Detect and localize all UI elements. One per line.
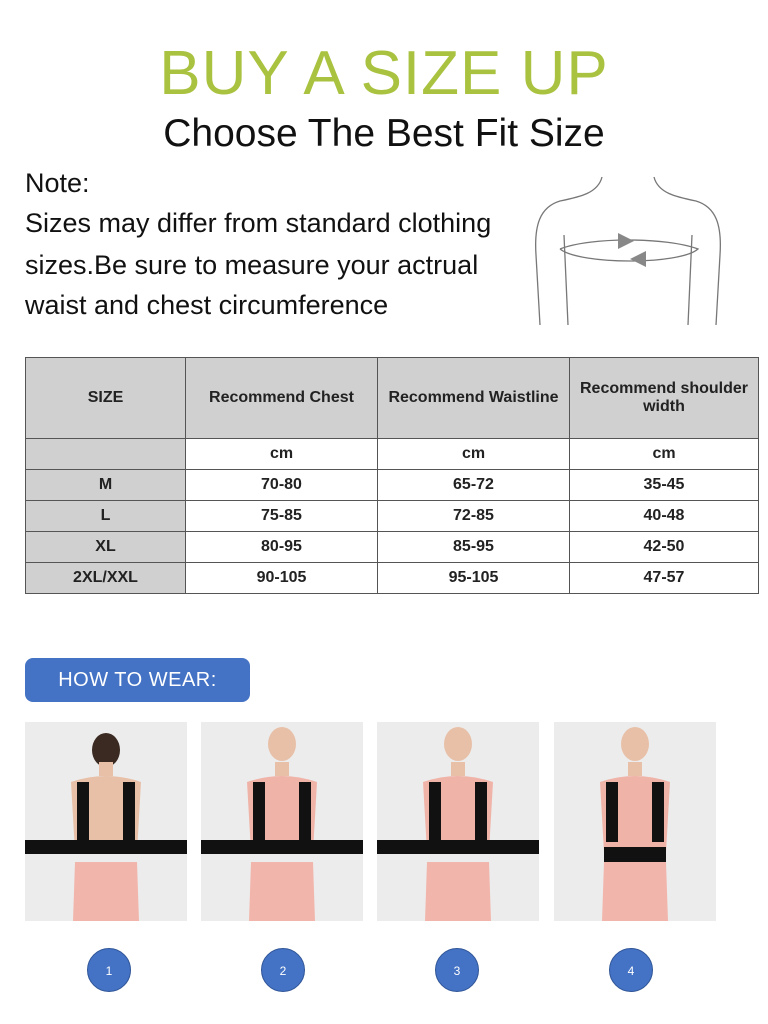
- waist-cell: 85-95: [377, 531, 570, 563]
- chest-cell: 80-95: [185, 531, 378, 563]
- shoulder-cell: 40-48: [569, 500, 759, 532]
- chest-cell: 70-80: [185, 469, 378, 501]
- step-photo-1: [25, 722, 187, 921]
- header-chest: Recommend Chest: [185, 357, 378, 439]
- model-figure-icon: [600, 727, 670, 921]
- table-header-row: SIZE Recommend Chest Recommend Waistline…: [25, 357, 759, 439]
- page-subtitle: Choose The Best Fit Size: [163, 112, 605, 155]
- size-cell: M: [25, 469, 186, 501]
- note-line: sizes.Be sure to measure your actrual: [25, 250, 479, 280]
- note-line: Sizes may differ from standard clothing: [25, 208, 492, 238]
- shoulder-cell: 42-50: [569, 531, 759, 563]
- step-number-1: 1: [87, 948, 131, 992]
- step-photo-4: [554, 722, 716, 921]
- size-cell: 2XL/XXL: [25, 562, 186, 594]
- table-row: XL 80-95 85-95 42-50: [25, 531, 759, 563]
- size-table: SIZE Recommend Chest Recommend Waistline…: [25, 357, 759, 594]
- note-label: Note:: [25, 168, 90, 198]
- unit-cell: cm: [569, 438, 759, 470]
- step-number-4: 4: [609, 948, 653, 992]
- chest-measure-illustration: [534, 176, 722, 326]
- waist-cell: 72-85: [377, 500, 570, 532]
- step-number-2: 2: [261, 948, 305, 992]
- chest-cell: 90-105: [185, 562, 378, 594]
- unit-cell: [25, 438, 186, 470]
- waist-cell: 65-72: [377, 469, 570, 501]
- note-line: waist and chest circumference: [25, 290, 389, 320]
- chest-cell: 75-85: [185, 500, 378, 532]
- unit-cell: cm: [185, 438, 378, 470]
- size-cell: XL: [25, 531, 186, 563]
- shoulder-cell: 47-57: [569, 562, 759, 594]
- page-title: BUY A SIZE UP: [159, 39, 609, 108]
- header-size: SIZE: [25, 357, 186, 439]
- size-cell: L: [25, 500, 186, 532]
- shoulder-cell: 35-45: [569, 469, 759, 501]
- step-photo-2: [201, 722, 363, 921]
- table-row: 2XL/XXL 90-105 95-105 47-57: [25, 562, 759, 594]
- unit-cell: cm: [377, 438, 570, 470]
- step-photo-3: [377, 722, 539, 921]
- model-figure-icon: [377, 727, 539, 921]
- table-row: L 75-85 72-85 40-48: [25, 500, 759, 532]
- header-waistline: Recommend Waistline: [377, 357, 570, 439]
- units-row: cm cm cm: [25, 438, 759, 470]
- waist-cell: 95-105: [377, 562, 570, 594]
- header-shoulder: Recommend shoulder width: [569, 357, 759, 439]
- model-figure-icon: [201, 727, 363, 921]
- step-number-3: 3: [435, 948, 479, 992]
- table-row: M 70-80 65-72 35-45: [25, 469, 759, 501]
- model-figure-icon: [25, 733, 187, 921]
- how-to-wear-banner: HOW TO WEAR:: [25, 658, 250, 702]
